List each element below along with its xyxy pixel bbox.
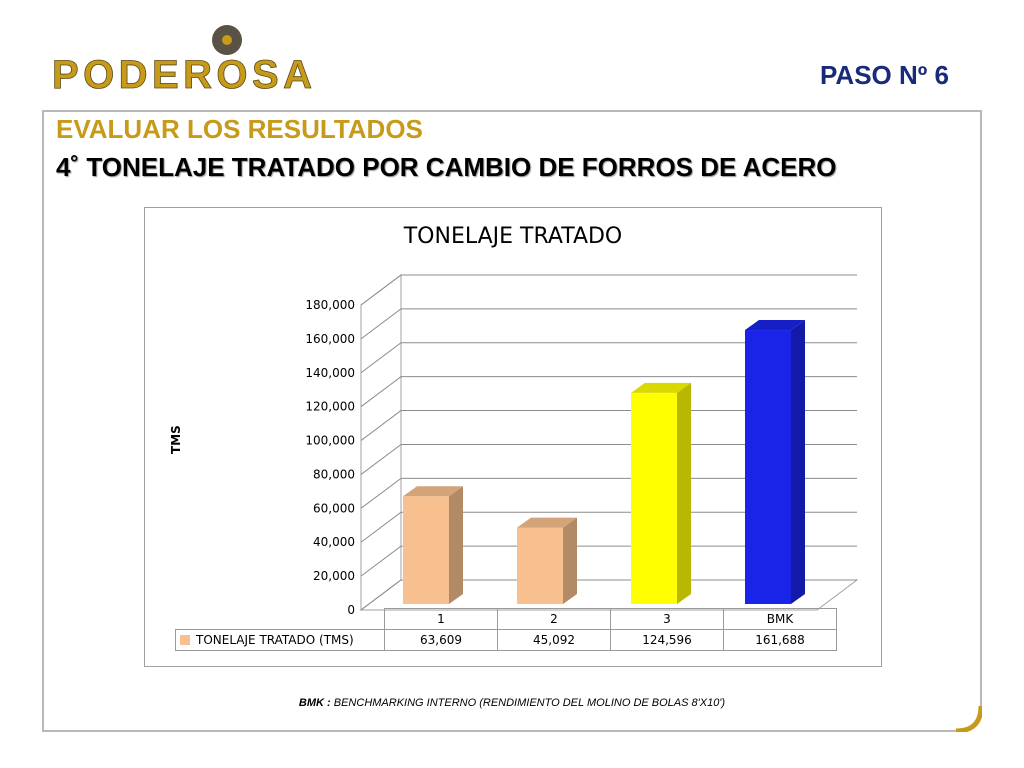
bar (745, 330, 791, 604)
category-label: 1 (384, 608, 498, 630)
footnote: BMK : BENCHMARKING INTERNO (RENDIMIENTO … (0, 697, 1024, 709)
y-tick-label: 80,000 (313, 467, 355, 481)
y-tick-label: 160,000 (305, 332, 355, 346)
bar-side (791, 320, 805, 604)
bar-top (745, 320, 805, 331)
gridline (360, 579, 857, 611)
footnote-text: BENCHMARKING INTERNO (RENDIMIENTO DEL MO… (330, 697, 726, 709)
step-title: PASO Nº 6 (820, 60, 949, 90)
category-row: 1 2 3 BMK (176, 608, 837, 630)
bar-top (517, 517, 577, 528)
bar-side (563, 517, 577, 604)
chart-title: TONELAJE TRATADO (403, 224, 623, 249)
category-label: 3 (610, 608, 724, 630)
data-table: 1 2 3 BMK TONELAJE TRATADO (TMS) 63,609 … (175, 608, 837, 651)
bar-side (449, 486, 463, 604)
gridline (360, 274, 857, 306)
bar-top (403, 486, 463, 497)
bar (517, 527, 563, 604)
section-heading: EVALUAR LOS RESULTADOS (56, 114, 423, 144)
bar-top (631, 382, 691, 393)
svg-text:PODEROSA: PODEROSA (52, 53, 312, 94)
gridline (360, 545, 857, 577)
gridline (360, 477, 857, 509)
footnote-label: BMK : (298, 697, 331, 709)
bar (631, 392, 677, 604)
bar (403, 496, 449, 604)
gridline (360, 410, 857, 441)
category-label: 2 (497, 608, 611, 630)
poderosa-logo: PODEROSA (52, 25, 312, 94)
y-tick-label: 0 (347, 603, 355, 617)
bar-side (677, 382, 691, 604)
gridline (360, 511, 857, 543)
y-tick-label: 60,000 (313, 501, 355, 515)
data-value: 124,596 (610, 629, 724, 651)
slide-subtitle: 4˚ TONELAJE TRATADO POR CAMBIO DE FORROS… (56, 152, 837, 182)
bar-chart: 0 20,000 40,000 60,000 80,000 100,000 120,000 1… (305, 274, 859, 617)
gridline (360, 308, 857, 340)
legend-label: TONELAJE TRATADO (TMS) (196, 633, 354, 647)
gridline (360, 443, 857, 475)
y-tick-label: 120,000 (305, 400, 355, 414)
data-value: 45,092 (497, 629, 611, 651)
legend-entry: TONELAJE TRATADO (TMS) (175, 629, 385, 651)
category-label: BMK (723, 608, 837, 630)
side-wall (360, 274, 402, 611)
y-axis-label: TMS (169, 425, 183, 454)
content-frame (42, 110, 982, 732)
gridline (360, 342, 857, 374)
y-tick-label: 20,000 (313, 569, 355, 583)
y-tick-label: 100,000 (305, 434, 355, 448)
y-tick-label: 180,000 (305, 298, 355, 312)
data-value: 161,688 (723, 629, 837, 651)
legend-swatch (180, 635, 190, 645)
series-row: TONELAJE TRATADO (TMS) 63,609 45,092 124… (175, 629, 837, 651)
y-tick-label: 140,000 (305, 366, 355, 380)
gridline (360, 376, 857, 408)
data-value: 63,609 (384, 629, 498, 651)
chart-area: 0 20,000 40,000 60,000 80,000 100,000 120,000 1… (144, 207, 882, 667)
y-tick-label: 40,000 (313, 535, 355, 549)
